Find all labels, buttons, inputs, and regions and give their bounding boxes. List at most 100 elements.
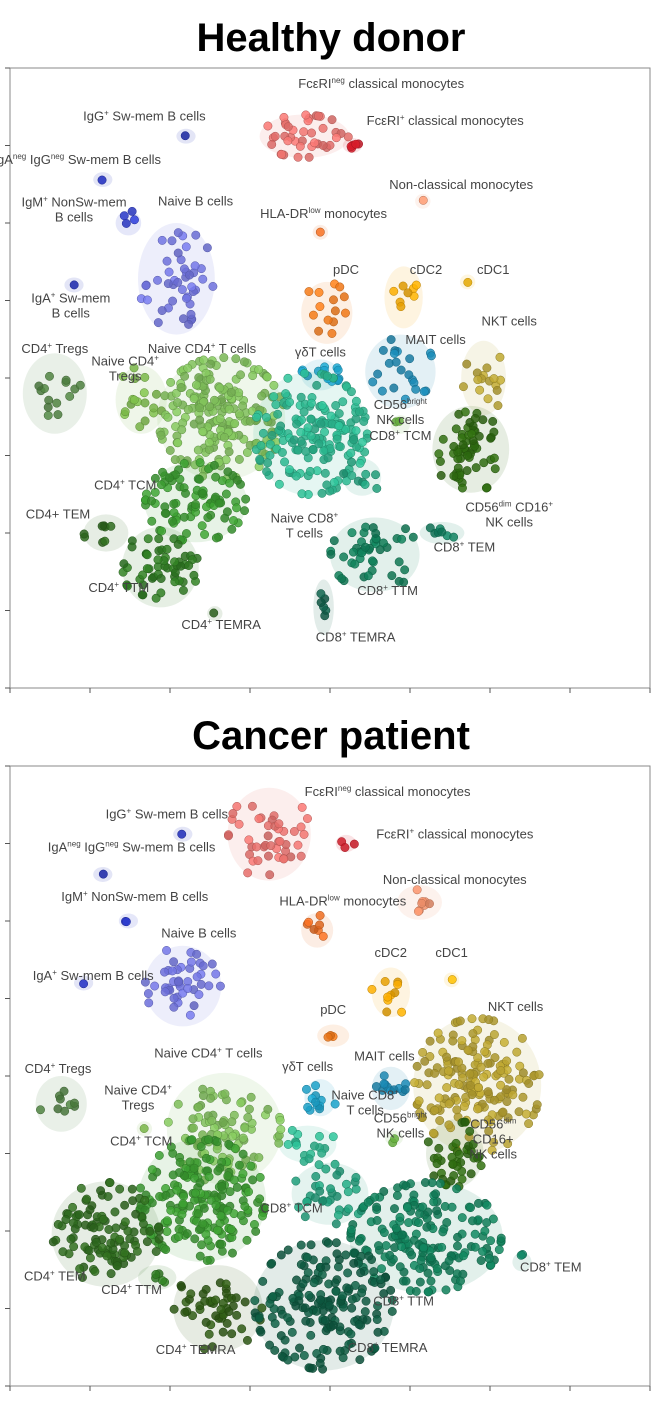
cell-point-fcri-classical-monocytes (349, 839, 359, 849)
cell-point-cd8-temra (300, 1303, 310, 1313)
cell-point-cd4-tcm (201, 1229, 211, 1239)
cell-point-naive-cd8-t-cells (258, 428, 268, 438)
cell-point-cd8-temra (335, 1346, 345, 1356)
cell-point-naive-cd8-t-cells (291, 471, 301, 481)
cluster-halo-cd4-tregs (35, 1076, 87, 1132)
cell-point-cd4-tcm (244, 1187, 253, 1197)
cell-point-cd56dim-cd16-nk-cells (449, 1171, 459, 1181)
cell-point-cd4-tcm (162, 1227, 172, 1236)
cell-point-nkt-cells (473, 1053, 483, 1063)
cell-point-cd4-tem (105, 1178, 115, 1188)
cell-point-mait-cells (389, 383, 399, 393)
cell-point-naive-cd8-t-cells (274, 479, 284, 489)
cell-point-cd4-tcm (160, 508, 170, 518)
cluster-label-cd8-temra: CD8+​ TEMRA (316, 630, 396, 645)
cell-point-fcrineg-classical-monocytes (279, 112, 289, 122)
cell-point-cd4-tcm (229, 516, 238, 525)
cell-point-naive-b-cells (162, 256, 172, 266)
cell-point-cd4-tcm (217, 1191, 227, 1201)
cell-point-naive-cd4-t-cells (195, 403, 205, 413)
cell-point-naive-b-cells (191, 230, 201, 240)
cell-point-cd8-ttm (400, 565, 410, 575)
cell-point-cd4-tcm (259, 1204, 269, 1214)
cell-point-naive-cd4-t-cells (183, 363, 193, 373)
cell-point-cd4-ttm (156, 574, 166, 583)
cluster-labels: FcεRIneg​ classical monocytes FcεRI+​ cla… (24, 784, 582, 1357)
cell-point-iga-sw-mem-b-cells (69, 280, 79, 290)
cell-point-cd4-tem (128, 1196, 138, 1206)
cell-point-cd8-temra (306, 1240, 316, 1250)
cell-point-naive-cd4-tregs (129, 363, 139, 373)
cell-point-naive-cd8-t-cells (285, 397, 295, 407)
cell-point-cd4-ttm (143, 534, 153, 544)
cluster-label-cdc2: cDC2 (375, 945, 408, 960)
cell-point-cd8-tem (449, 532, 459, 542)
cell-point-cd8-ttm (372, 1202, 382, 1212)
cell-point-cd8-temra (267, 1258, 277, 1268)
cell-point-fcrineg-classical-monocytes (299, 127, 309, 137)
cell-point-cd4-temra (237, 1324, 247, 1334)
cell-point-cd8-tcm (331, 1219, 341, 1229)
cluster-label-naive-b-cells: Naive B cells (158, 194, 234, 209)
cell-point-cd4-tem (78, 1273, 87, 1282)
cell-point-cd4-temra (211, 1311, 221, 1321)
cell-point-naive-cd4-t-cells (224, 447, 234, 457)
cell-point-cd4-tcm (194, 474, 204, 484)
cell-point-cd8-temra (349, 1258, 359, 1268)
cell-point-cd4-tem (106, 1269, 116, 1279)
cell-point-nkt-cells (498, 1107, 508, 1117)
cell-point-nkt-cells (532, 1100, 542, 1110)
cell-point-nkt-cells (474, 1083, 483, 1092)
cell-point-cdc1 (447, 975, 457, 985)
cell-point-cd4-tcm (232, 475, 242, 485)
cluster-label-cd8-ttm: CD8+​ TTM (373, 1293, 434, 1308)
cell-point-cd4-tem (139, 1219, 148, 1229)
cell-point-naive-cd8-t-cells (285, 465, 294, 474)
cell-point-cd8-temra (268, 1292, 278, 1301)
cluster-label-fcri-classical-monocytes: FcεRI+​ classical monocytes (376, 827, 534, 842)
cell-point-nkt-cells (504, 1074, 514, 1084)
cell-point-naive-cd8-t-cells (273, 409, 283, 419)
cell-point-cd4-tcm (182, 1229, 192, 1239)
cell-point-naive-cd4-tregs (120, 407, 130, 417)
cell-point-naive-cd8-t-cells (306, 414, 316, 424)
cell-point-cd4-tcm (136, 1183, 145, 1193)
cell-point-igm-nonsw-mem-b-cells (130, 215, 139, 225)
cell-point-naive-b-cells (185, 270, 194, 280)
cell-point-cd4-ttm (151, 593, 161, 603)
cell-point-naive-cd4-t-cells (188, 1123, 198, 1133)
cell-point-naive-cd4-t-cells (198, 1091, 208, 1101)
cell-point-naive-cd8-t-cells (307, 398, 316, 408)
cell-point-cd4-tem (115, 1184, 125, 1194)
cell-point-cd8-ttm (397, 1230, 407, 1240)
cell-point-cdc2 (383, 992, 393, 1002)
cell-point-cd8-temra (287, 1327, 297, 1337)
cell-point-mait-cells (389, 349, 399, 358)
cell-point-cd8-temra (316, 598, 326, 607)
cell-point-cd8-temra (324, 1300, 334, 1310)
cell-point-fcrineg-classical-monocytes (244, 835, 254, 845)
cell-point-non-classical-monocytes (425, 899, 434, 909)
cell-point-cd8-ttm (466, 1203, 476, 1213)
cell-point-cd8-temra (346, 1329, 356, 1339)
cell-point-naive-cd4-t-cells (207, 1116, 217, 1126)
cell-point-cdc2 (380, 977, 390, 986)
cell-point-fcrineg-classical-monocytes (343, 132, 353, 142)
cell-point-naive-cd4-t-cells (262, 372, 272, 382)
cluster-label-fcrineg-classical-monocytes: FcεRIneg​ classical monocytes (298, 76, 464, 91)
cell-point-pdc (335, 282, 345, 292)
cell-point-cd4-tcm (177, 1210, 187, 1219)
cell-point-naive-cd4-t-cells (204, 438, 214, 448)
cell-point-naive-cd4-t-cells (199, 355, 208, 365)
cell-point-cd8-tcm (318, 1196, 327, 1206)
cell-point-mait-cells (405, 354, 415, 364)
cell-point-naive-cd8-t-cells (292, 419, 301, 429)
cell-point-cd8-ttm (374, 1241, 383, 1251)
cell-point-cd4-ttm (127, 542, 137, 552)
cell-point-cd4-tem (104, 1225, 114, 1234)
cell-point-cd4-tregs (75, 380, 85, 390)
cell-point-cd4-tcm (217, 1181, 227, 1191)
cell-point-nkt-cells (467, 1014, 477, 1024)
cell-point-cd4-temra (216, 1305, 226, 1314)
cell-point-cd4-tcm (158, 467, 167, 477)
